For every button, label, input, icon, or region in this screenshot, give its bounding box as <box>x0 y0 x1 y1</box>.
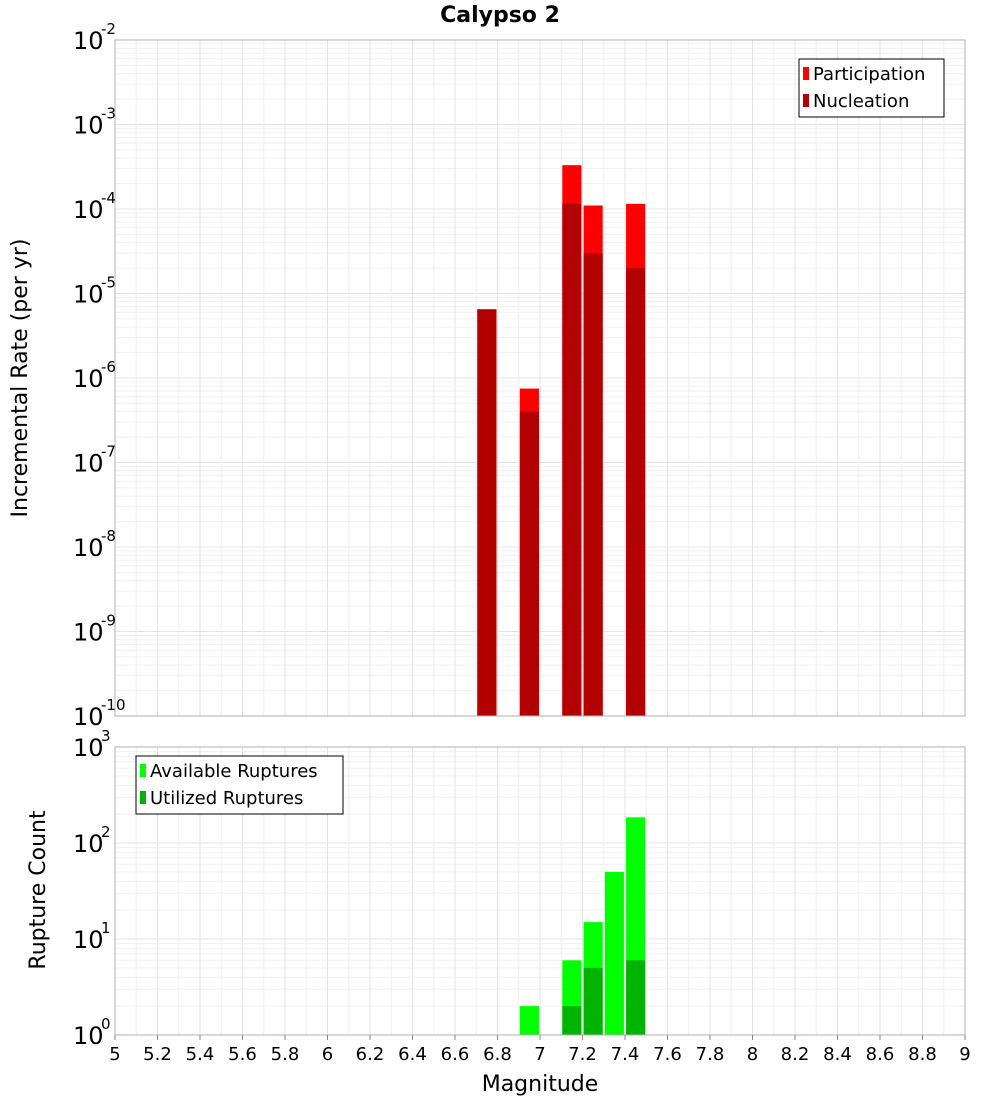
legend-swatch <box>140 791 146 804</box>
legend-entry: Nucleation <box>813 91 909 112</box>
y-tick-exponent: 3 <box>101 727 111 745</box>
x-tick-label: 5.8 <box>271 1044 300 1065</box>
y-tick-label: 10 <box>73 112 104 140</box>
x-tick-label: 8.4 <box>823 1044 852 1065</box>
y-tick-label: 10 <box>73 926 104 954</box>
y-tick-exponent: -4 <box>101 189 116 207</box>
bottom-y-axis-label: Rupture Count <box>26 810 51 970</box>
rate-panel: 10-1010-910-810-710-610-510-410-310-2Par… <box>73 20 966 731</box>
rate-bar-nucleation <box>626 268 646 716</box>
y-tick-label: 10 <box>73 534 104 562</box>
legend-box <box>798 58 945 118</box>
legend-swatch <box>803 94 809 107</box>
x-tick-label: 8.8 <box>908 1044 937 1065</box>
x-tick-label: 5 <box>109 1044 120 1065</box>
rate-bar-nucleation <box>477 309 497 716</box>
x-tick-label: 8 <box>747 1044 758 1065</box>
y-tick-exponent: -9 <box>101 612 116 630</box>
y-tick-label: 10 <box>73 734 104 762</box>
y-tick-exponent: -2 <box>101 20 116 38</box>
y-tick-label: 10 <box>73 619 104 647</box>
y-tick-exponent: 2 <box>101 823 111 841</box>
y-tick-exponent: -7 <box>101 443 116 461</box>
x-tick-label: 5.2 <box>143 1044 172 1065</box>
count-bar-available-ruptures <box>604 871 624 1035</box>
legend: Participation Nucleation <box>798 58 945 118</box>
y-tick-label: 10 <box>73 365 104 393</box>
y-tick-exponent: -6 <box>101 358 116 376</box>
y-tick-label: 10 <box>73 703 104 731</box>
count-bar-utilized-ruptures <box>626 960 646 1035</box>
y-tick-label: 10 <box>73 281 104 309</box>
x-tick-label: 8.6 <box>866 1044 895 1065</box>
x-tick-label: 7.4 <box>611 1044 640 1065</box>
x-tick-label: 6.8 <box>483 1044 512 1065</box>
y-tick-label: 10 <box>73 450 104 478</box>
x-tick-label: 6 <box>322 1044 333 1065</box>
x-tick-label: 5.4 <box>186 1044 215 1065</box>
rate-bar-nucleation <box>562 203 582 716</box>
x-tick-label: 8.2 <box>781 1044 810 1065</box>
x-tick-label: 6.2 <box>356 1044 385 1065</box>
legend-swatch <box>140 764 146 777</box>
legend-entry: Utilized Ruptures <box>150 788 303 809</box>
x-axis-label: Magnitude <box>482 1072 599 1097</box>
plot-frame <box>114 39 966 717</box>
legend: Available Ruptures Utilized Ruptures <box>135 755 344 815</box>
y-tick-label: 10 <box>73 1022 104 1050</box>
y-tick-label: 10 <box>73 830 104 858</box>
x-tick-label: 7 <box>534 1044 545 1065</box>
legend-box <box>135 755 344 815</box>
y-tick-exponent: -5 <box>101 274 116 292</box>
x-tick-label: 7.6 <box>653 1044 682 1065</box>
x-tick-label: 9 <box>959 1044 970 1065</box>
y-tick-label: 10 <box>73 196 104 224</box>
y-tick-exponent: 0 <box>101 1015 111 1033</box>
count-bar-utilized-ruptures <box>583 967 603 1035</box>
rate-bar-nucleation <box>519 411 539 716</box>
count-bar-utilized-ruptures <box>562 1006 582 1035</box>
y-tick-exponent: -10 <box>101 696 126 714</box>
y-tick-exponent: -3 <box>101 105 116 123</box>
x-tick-label: 7.8 <box>696 1044 725 1065</box>
y-tick-exponent: 1 <box>101 919 111 937</box>
top-y-axis-label: Incremental Rate (per yr) <box>8 239 33 518</box>
rate-bar-nucleation <box>583 253 603 716</box>
x-tick-label: 7.2 <box>568 1044 597 1065</box>
x-tick-label: 5.6 <box>228 1044 257 1065</box>
count-bar-available-ruptures <box>519 1006 539 1035</box>
legend-entry: Participation <box>813 64 925 85</box>
x-tick-label: 6.6 <box>441 1044 470 1065</box>
y-tick-label: 10 <box>73 27 104 55</box>
y-tick-exponent: -8 <box>101 527 116 545</box>
legend-swatch <box>803 67 809 80</box>
x-tick-label: 6.4 <box>398 1044 427 1065</box>
chart-title: Calypso 2 <box>440 3 560 28</box>
legend-entry: Available Ruptures <box>150 761 318 782</box>
